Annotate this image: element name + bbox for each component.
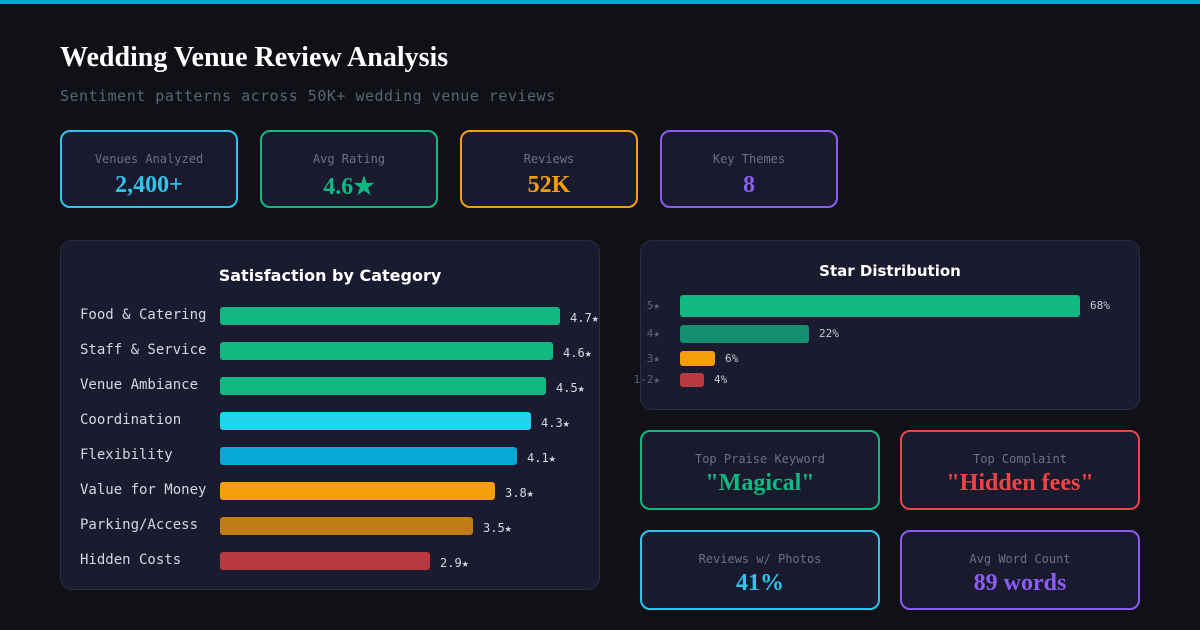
- stat-card-top-complaint: Top Complaint "Hidden fees": [900, 430, 1140, 510]
- category-label: Hidden Costs: [80, 552, 182, 568]
- kpi-card-reviews: Reviews 52K: [460, 130, 638, 208]
- kpi-value: 8: [743, 172, 755, 198]
- category-value-label: 4.5★: [556, 381, 585, 395]
- category-bar: [220, 412, 531, 430]
- star-bar: [680, 351, 715, 366]
- kpi-value: 2,400+: [115, 172, 183, 198]
- satisfaction-chart-title: Satisfaction by Category: [218, 266, 442, 285]
- kpi-label: Reviews: [523, 152, 575, 166]
- stat-card-top-praise: Top Praise Keyword "Magical": [640, 430, 880, 510]
- stat-card-avg-word-count: Avg Word Count 89 words: [900, 530, 1140, 610]
- star-bar: [680, 373, 704, 387]
- kpi-label: Venues Analyzed: [94, 152, 204, 166]
- category-value-label: 2.9★: [440, 556, 469, 570]
- top-accent-bar: [0, 0, 1200, 4]
- stat-value: 89 words: [973, 570, 1067, 596]
- stat-value: "Hidden fees": [946, 470, 1094, 496]
- star-label: 4★: [646, 327, 660, 340]
- stat-label: Top Praise Keyword: [694, 452, 826, 466]
- kpi-label: Avg Rating: [312, 152, 386, 166]
- stat-label: Avg Word Count: [969, 552, 1071, 566]
- page-subtitle: Sentiment patterns across 50K+ wedding v…: [60, 87, 556, 105]
- category-bar: [220, 482, 495, 500]
- category-bar: [220, 447, 517, 465]
- star-value-label: 4%: [714, 373, 728, 386]
- page-title: Wedding Venue Review Analysis: [60, 42, 449, 73]
- star-value-label: 6%: [725, 351, 739, 365]
- category-label: Parking/Access: [80, 517, 199, 533]
- star-bar: [680, 325, 809, 343]
- category-bar: [220, 552, 430, 570]
- star-distribution-title: Star Distribution: [819, 262, 961, 280]
- kpi-card-key-themes: Key Themes 8: [660, 130, 838, 208]
- kpi-value: 4.6★: [323, 174, 375, 200]
- stat-value: "Magical": [705, 470, 815, 496]
- kpi-value: 52K: [527, 172, 571, 198]
- category-bar: [220, 307, 560, 325]
- star-label: 5★: [646, 299, 660, 312]
- category-label: Value for Money: [80, 482, 207, 498]
- star-bar: [680, 295, 1080, 317]
- stat-card-reviews-with-photos: Reviews w/ Photos 41%: [640, 530, 880, 610]
- category-value-label: 4.7★: [570, 311, 599, 325]
- star-value-label: 22%: [819, 327, 839, 340]
- category-value-label: 4.1★: [527, 451, 556, 465]
- star-label: 1-2★: [633, 373, 661, 386]
- category-bar: [220, 517, 473, 535]
- category-value-label: 3.5★: [483, 521, 512, 535]
- category-bar: [220, 342, 553, 360]
- stat-label: Top Complaint: [973, 452, 1067, 466]
- category-value-label: 3.8★: [505, 486, 534, 500]
- stat-value: 41%: [736, 570, 784, 596]
- stat-label: Reviews w/ Photos: [698, 552, 822, 566]
- category-label: Venue Ambiance: [80, 377, 199, 393]
- star-label: 3★: [646, 351, 660, 365]
- kpi-card-avg-rating: Avg Rating 4.6★: [260, 130, 438, 208]
- category-bar: [220, 377, 546, 395]
- category-label: Staff & Service: [80, 342, 207, 358]
- category-value-label: 4.6★: [563, 346, 592, 360]
- category-label: Food & Catering: [80, 307, 207, 323]
- kpi-label: Key Themes: [712, 152, 786, 166]
- kpi-card-venues-analyzed: Venues Analyzed 2,400+: [60, 130, 238, 208]
- category-label: Coordination: [80, 412, 182, 428]
- category-label: Flexibility: [80, 447, 173, 463]
- star-value-label: 68%: [1090, 299, 1110, 312]
- category-value-label: 4.3★: [541, 416, 570, 430]
